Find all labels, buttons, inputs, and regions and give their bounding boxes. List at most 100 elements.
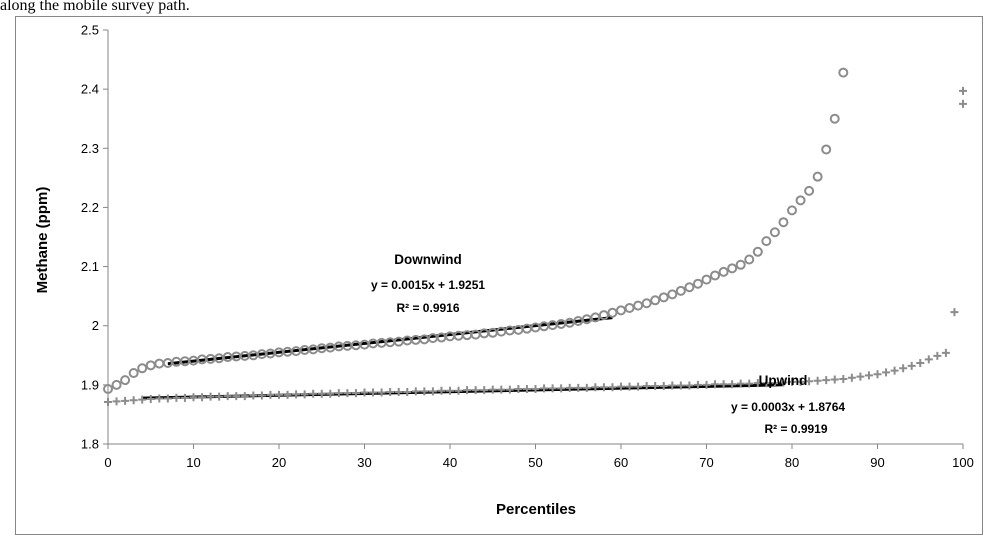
downwind-point <box>445 331 455 342</box>
downwind-point <box>393 336 404 347</box>
y-tick-label: 2 <box>92 318 99 333</box>
upwind-point <box>480 386 489 395</box>
upwind-point <box>232 392 241 401</box>
downwind-point <box>239 350 250 361</box>
x-tick-label: 50 <box>528 455 542 470</box>
downwind-point <box>316 343 327 354</box>
downwind-point <box>197 354 208 365</box>
upwind-point <box>172 393 181 402</box>
upwind-point <box>471 386 480 395</box>
downwind-point <box>350 340 361 351</box>
downwind-point <box>325 342 336 353</box>
y-tick-label: 2.1 <box>81 259 99 274</box>
upwind-point <box>351 389 360 398</box>
downwind-point <box>179 356 190 367</box>
upwind-point <box>300 390 309 399</box>
upwind-point <box>138 395 147 404</box>
upwind-point <box>796 377 805 386</box>
upwind-point <box>343 389 352 398</box>
downwind-equation: y = 0.0015x + 1.9251 <box>371 278 485 292</box>
downwind-point <box>299 344 310 355</box>
downwind-point <box>650 295 661 306</box>
upwind-point <box>907 361 916 370</box>
upwind-point <box>112 397 121 406</box>
y-tick-label: 2.5 <box>81 23 99 38</box>
downwind-point <box>590 312 601 323</box>
downwind-point <box>598 310 609 321</box>
downwind-point <box>769 227 780 238</box>
upwind-point <box>899 364 908 373</box>
upwind-equation: y = 0.0003x + 1.8764 <box>731 400 845 414</box>
upwind-point <box>830 375 839 384</box>
downwind-point <box>675 285 686 296</box>
upwind-point <box>608 383 617 392</box>
downwind-point <box>761 236 772 247</box>
upwind-point <box>591 383 600 392</box>
downwind-point <box>658 292 669 303</box>
upwind-point <box>933 351 942 360</box>
upwind-point <box>941 348 950 357</box>
upwind-point <box>360 388 369 397</box>
upwind-point <box>847 373 856 382</box>
downwind-point <box>701 274 712 285</box>
upwind-point <box>617 382 625 391</box>
downwind-point <box>547 320 558 331</box>
upwind-point <box>634 382 643 391</box>
trendline-upwind <box>142 383 784 400</box>
downwind-point <box>128 368 139 379</box>
upwind-point <box>189 393 198 402</box>
downwind-point <box>633 300 644 311</box>
downwind-point <box>427 333 438 344</box>
downwind-point <box>778 217 789 228</box>
downwind-point <box>821 144 832 155</box>
upwind-point <box>411 387 420 396</box>
upwind-point <box>693 380 702 389</box>
upwind-point <box>753 379 762 388</box>
downwind-point <box>436 332 447 343</box>
downwind-point <box>616 305 626 316</box>
downwind-point <box>829 113 840 124</box>
caption-fragment: along the mobile survey path. <box>0 0 190 14</box>
downwind-point <box>291 346 302 357</box>
upwind-point <box>292 390 301 399</box>
upwind-point <box>813 376 822 385</box>
x-tick-label: 20 <box>272 455 286 470</box>
upwind-point <box>488 385 497 394</box>
downwind-point <box>231 351 242 362</box>
upwind-point <box>548 384 557 393</box>
upwind-point <box>642 382 651 391</box>
upwind-point <box>582 383 591 392</box>
downwind-r2: R² = 0.9916 <box>396 301 459 315</box>
upwind-point <box>565 383 574 392</box>
upwind-point <box>916 358 925 367</box>
downwind-point <box>710 270 721 281</box>
x-tick-label: 10 <box>186 455 200 470</box>
downwind-point <box>718 266 729 277</box>
downwind-point <box>256 349 267 360</box>
upwind-point <box>676 381 685 390</box>
upwind-point <box>959 99 967 108</box>
upwind-point <box>514 384 523 393</box>
upwind-point <box>121 396 130 405</box>
upwind-point <box>454 386 463 395</box>
downwind-point <box>188 355 199 366</box>
upwind-point <box>522 384 531 393</box>
upwind-point <box>599 383 608 392</box>
x-tick-label: 40 <box>443 455 457 470</box>
downwind-point <box>137 363 148 374</box>
downwind-point <box>410 334 421 345</box>
y-tick-label: 2.4 <box>81 82 99 97</box>
downwind-point <box>581 314 592 325</box>
downwind-point <box>692 278 703 289</box>
upwind-point <box>659 382 668 391</box>
upwind-point <box>334 389 343 398</box>
y-tick-label: 2.2 <box>81 200 99 215</box>
upwind-point <box>779 378 788 387</box>
upwind-point <box>463 386 472 395</box>
upwind-point <box>788 377 796 386</box>
upwind-point <box>702 380 711 389</box>
downwind-point <box>214 353 225 364</box>
x-tick-label: 0 <box>104 455 111 470</box>
